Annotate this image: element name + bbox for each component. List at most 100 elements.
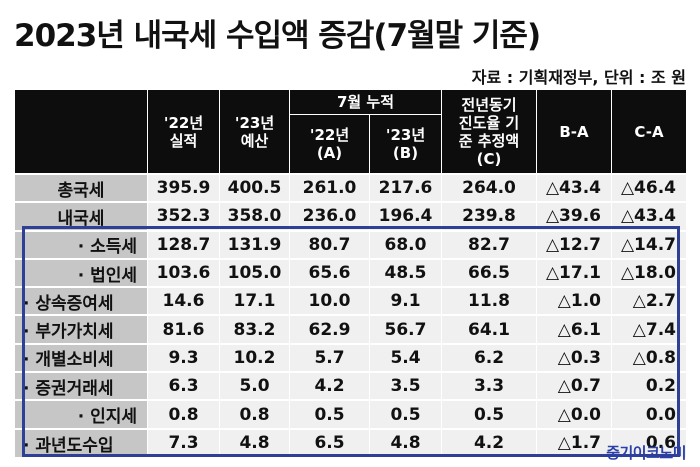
cell-23-budget: 5.0: [219, 371, 290, 401]
cell-22-a: 5.7: [289, 342, 370, 373]
cell-22-actual: 14.6: [147, 286, 220, 316]
cell-c-minus-a: △0.8: [611, 342, 687, 373]
header-label-col: [14, 90, 148, 174]
cell-22-actual: 0.8: [147, 399, 220, 429]
cell-23-budget: 105.0: [219, 257, 290, 288]
cell-23-budget: 83.2: [219, 314, 290, 344]
cell-estimate-c: 0.5: [441, 399, 537, 429]
row-label: · 부가가치세: [14, 314, 148, 344]
table-row: · 증권거래세 6.3 5.0 4.2 3.5 3.3 △0.7 0.2: [14, 371, 687, 401]
row-label: 내국세: [14, 201, 148, 231]
cell-22-actual: 128.7: [147, 229, 220, 259]
page-title: 2023년 내국세 수입액 증감(7월말 기준): [14, 18, 541, 54]
table-row: · 법인세 103.6 105.0 65.6 48.5 66.5 △17.1 △…: [14, 257, 687, 288]
cell-23-budget: 10.2: [219, 342, 290, 373]
cell-23-b: 68.0: [369, 229, 442, 259]
cell-estimate-c: 264.0: [441, 172, 537, 203]
header-estimate-c: 전년동기 진도율 기 준 추정액 (C): [441, 90, 537, 174]
cell-22-a: 4.2: [289, 371, 370, 401]
cell-b-minus-a: △12.7: [536, 229, 612, 259]
cell-22-actual: 395.9: [147, 172, 220, 203]
cell-estimate-c: 6.2: [441, 342, 537, 373]
header-july-cumulative: 7월 누적: [289, 90, 442, 114]
table-row: · 상속증여세 14.6 17.1 10.0 9.1 11.8 △1.0 △2.…: [14, 286, 687, 316]
cell-estimate-c: 11.8: [441, 286, 537, 316]
cell-b-minus-a: △1.7: [536, 427, 612, 457]
cell-23-b: 5.4: [369, 342, 442, 373]
cell-23-b: 196.4: [369, 201, 442, 231]
cell-22-actual: 81.6: [147, 314, 220, 344]
row-label: · 과년도수입: [14, 427, 148, 457]
cell-estimate-c: 66.5: [441, 257, 537, 288]
cell-b-minus-a: △0.3: [536, 342, 612, 373]
cell-b-minus-a: △17.1: [536, 257, 612, 288]
cell-c-minus-a: △18.0: [611, 257, 687, 288]
cell-23-b: 3.5: [369, 371, 442, 401]
cell-22-actual: 7.3: [147, 427, 220, 457]
table-row: 내국세 352.3 358.0 236.0 196.4 239.8 △39.6 …: [14, 201, 687, 231]
cell-22-a: 80.7: [289, 229, 370, 259]
cell-c-minus-a: △14.7: [611, 229, 687, 259]
header-23-b: '23년 (B): [369, 113, 442, 174]
table-row: · 개별소비세 9.3 10.2 5.7 5.4 6.2 △0.3 △0.8: [14, 342, 687, 373]
row-label: · 증권거래세: [14, 371, 148, 401]
cell-22-a: 62.9: [289, 314, 370, 344]
cell-23-b: 0.5: [369, 399, 442, 429]
cell-23-b: 56.7: [369, 314, 442, 344]
header-22-a: '22년 (A): [289, 113, 370, 174]
row-label: · 인지세: [14, 399, 148, 429]
cell-23-budget: 0.8: [219, 399, 290, 429]
cell-c-minus-a: △43.4: [611, 201, 687, 231]
table-row: · 소득세 128.7 131.9 80.7 68.0 82.7 △12.7 △…: [14, 229, 687, 259]
cell-23-budget: 17.1: [219, 286, 290, 316]
table-row: · 과년도수입 7.3 4.8 6.5 4.8 4.2 △1.7 0.6: [14, 427, 687, 457]
watermark: 중기이코노미: [606, 444, 686, 462]
cell-b-minus-a: △0.0: [536, 399, 612, 429]
row-label: 총국세: [14, 172, 148, 203]
cell-23-b: 9.1: [369, 286, 442, 316]
cell-estimate-c: 3.3: [441, 371, 537, 401]
cell-22-actual: 9.3: [147, 342, 220, 373]
cell-22-a: 65.6: [289, 257, 370, 288]
cell-c-minus-a: △46.4: [611, 172, 687, 203]
table-row: · 부가가치세 81.6 83.2 62.9 56.7 64.1 △6.1 △7…: [14, 314, 687, 344]
cell-23-budget: 358.0: [219, 201, 290, 231]
cell-22-actual: 352.3: [147, 201, 220, 231]
source-note: 자료 : 기획재정부, 단위 : 조 원: [471, 68, 686, 87]
cell-estimate-c: 4.2: [441, 427, 537, 457]
cell-22-a: 236.0: [289, 201, 370, 231]
cell-22-a: 261.0: [289, 172, 370, 203]
cell-c-minus-a: △7.4: [611, 314, 687, 344]
cell-estimate-c: 82.7: [441, 229, 537, 259]
cell-23-b: 217.6: [369, 172, 442, 203]
cell-estimate-c: 239.8: [441, 201, 537, 231]
row-label: · 소득세: [14, 229, 148, 259]
cell-b-minus-a: △39.6: [536, 201, 612, 231]
cell-23-b: 4.8: [369, 427, 442, 457]
cell-22-a: 10.0: [289, 286, 370, 316]
header-22-actual: '22년 실적: [147, 90, 220, 174]
cell-22-actual: 103.6: [147, 257, 220, 288]
header-23-budget: '23년 예산: [219, 90, 290, 174]
cell-c-minus-a: 0.2: [611, 371, 687, 401]
cell-c-minus-a: 0.0: [611, 399, 687, 429]
cell-b-minus-a: △6.1: [536, 314, 612, 344]
cell-b-minus-a: △43.4: [536, 172, 612, 203]
row-label: · 법인세: [14, 257, 148, 288]
header-b-minus-a: B-A: [536, 90, 612, 174]
cell-23-budget: 400.5: [219, 172, 290, 203]
cell-estimate-c: 64.1: [441, 314, 537, 344]
row-label: · 개별소비세: [14, 342, 148, 373]
header-c-minus-a: C-A: [611, 90, 687, 174]
cell-22-actual: 6.3: [147, 371, 220, 401]
cell-23-budget: 131.9: [219, 229, 290, 259]
tax-revenue-table: '22년 실적 '23년 예산 7월 누적 전년동기 진도율 기 준 추정액 (…: [14, 90, 687, 457]
table-row: · 인지세 0.8 0.8 0.5 0.5 0.5 △0.0 0.0: [14, 399, 687, 429]
cell-c-minus-a: △2.7: [611, 286, 687, 316]
table-row: 총국세 395.9 400.5 261.0 217.6 264.0 △43.4 …: [14, 172, 687, 203]
cell-23-b: 48.5: [369, 257, 442, 288]
cell-22-a: 6.5: [289, 427, 370, 457]
cell-23-budget: 4.8: [219, 427, 290, 457]
cell-c-minus-a: 0.6: [611, 427, 687, 457]
cell-b-minus-a: △1.0: [536, 286, 612, 316]
